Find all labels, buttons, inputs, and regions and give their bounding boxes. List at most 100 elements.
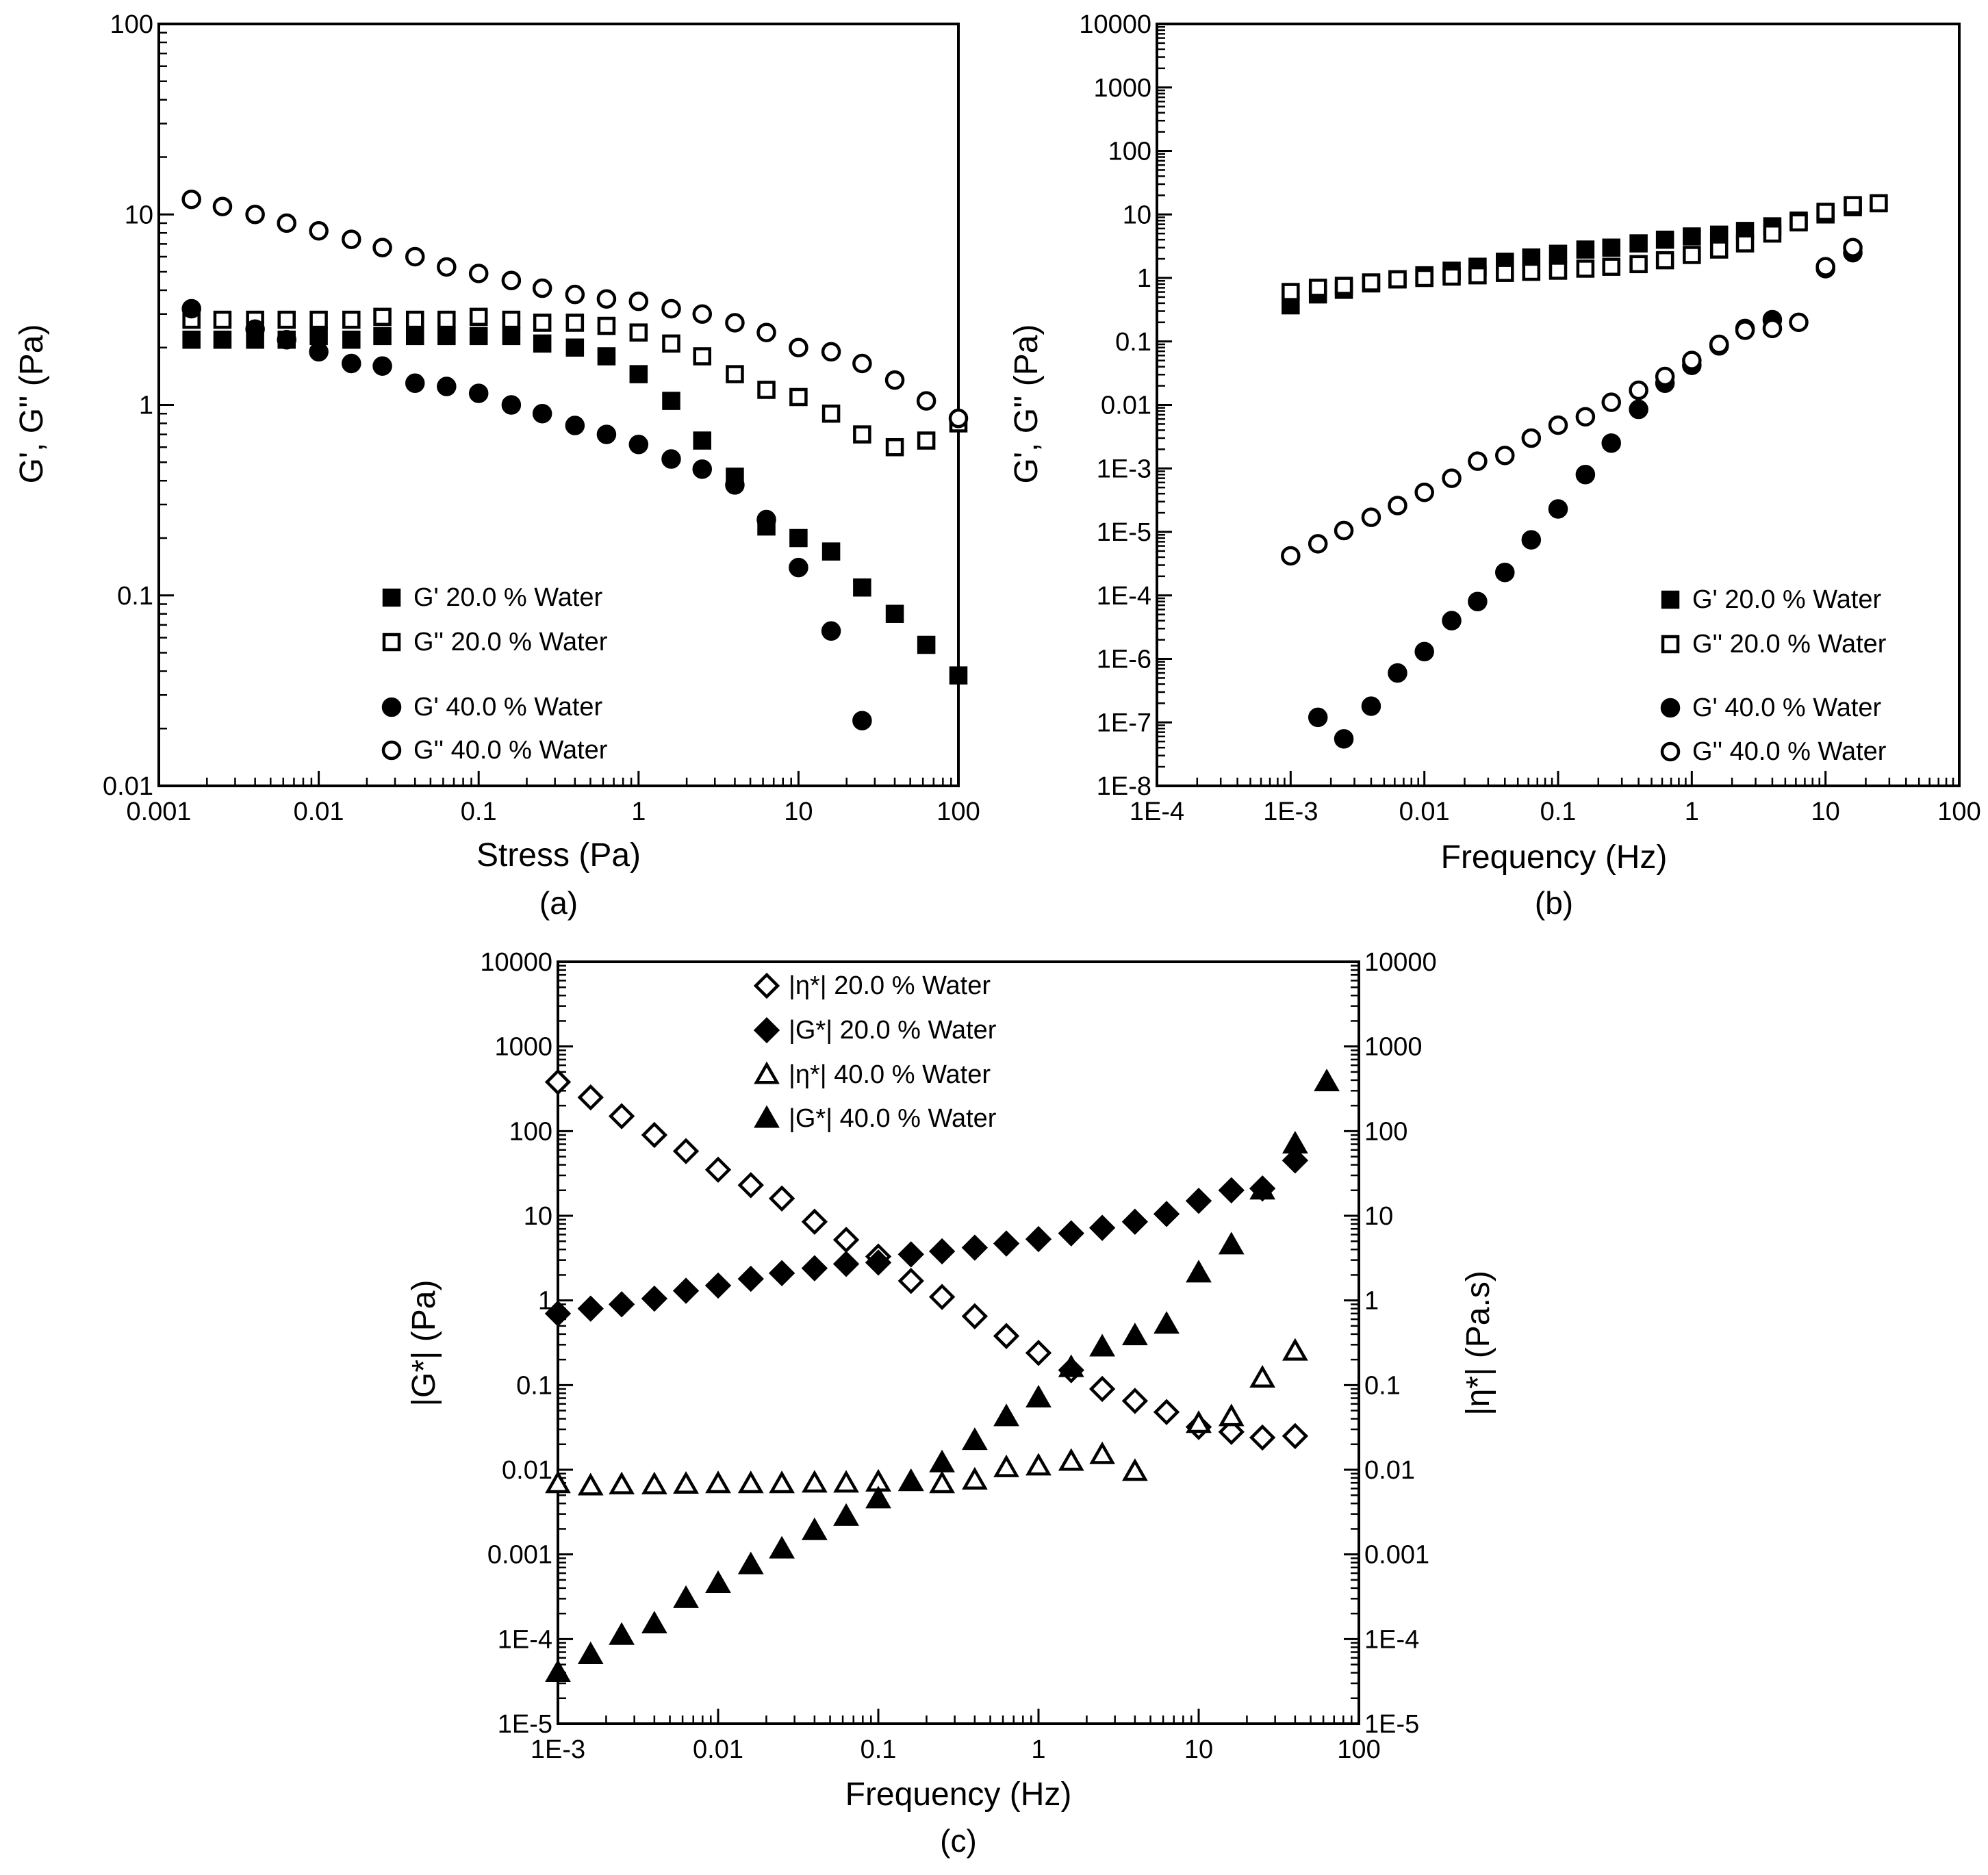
- data-point: [692, 304, 713, 324]
- data-point: [993, 1230, 1020, 1257]
- data-point: [309, 310, 328, 329]
- data-point: [309, 342, 329, 362]
- data-point: [1521, 530, 1542, 550]
- data-point: [437, 310, 456, 329]
- data-point: [309, 220, 329, 241]
- data-point: [1282, 283, 1300, 301]
- data-point: [577, 1641, 604, 1664]
- y-tick-label: 1: [1137, 264, 1151, 293]
- data-point: [1218, 1177, 1245, 1203]
- data-point: [405, 373, 425, 394]
- series-3: [181, 189, 969, 429]
- data-point: [629, 365, 648, 383]
- data-point: [672, 1277, 700, 1304]
- data-point: [1025, 1340, 1052, 1366]
- y-tick-label: 1000: [1093, 74, 1151, 103]
- data-point: [1762, 318, 1783, 339]
- x-tick-label: 1: [1685, 798, 1699, 826]
- data-point: [1121, 1208, 1149, 1235]
- data-point: [832, 1226, 860, 1253]
- data-point: [1334, 520, 1354, 541]
- data-point: [725, 475, 745, 495]
- data-point: [725, 313, 745, 333]
- data-point: [802, 1470, 828, 1493]
- y2-tick-label: 100: [1364, 1117, 1407, 1146]
- x-tick-label: 1: [631, 798, 646, 826]
- legend-marker: [1661, 590, 1680, 609]
- data-point: [1088, 1214, 1116, 1241]
- data-point: [1186, 1260, 1212, 1283]
- data-point: [885, 604, 904, 623]
- y2-tick-label: 10: [1364, 1202, 1393, 1231]
- data-point: [1468, 266, 1487, 285]
- data-point: [661, 298, 681, 319]
- data-point: [1089, 1441, 1115, 1464]
- y2-tick-label: 1E-4: [1364, 1625, 1419, 1654]
- data-point: [865, 1249, 892, 1276]
- legend-marker: [381, 697, 402, 717]
- data-point: [916, 391, 936, 411]
- legend-marker: [382, 588, 401, 607]
- data-point: [897, 1241, 924, 1268]
- data-point: [737, 1470, 764, 1494]
- x-tick-label: 100: [936, 798, 980, 826]
- data-point: [1602, 238, 1620, 257]
- data-point: [1414, 641, 1434, 662]
- y-tick-label: 1: [538, 1287, 552, 1316]
- data-point: [1575, 464, 1596, 485]
- data-point: [993, 1323, 1020, 1349]
- y2-tick-label: 0.001: [1364, 1541, 1429, 1570]
- data-point: [641, 1121, 668, 1149]
- data-point: [533, 334, 552, 353]
- legend-entry: G'' 40.0 % Water: [1692, 737, 1887, 766]
- data-point: [1629, 399, 1648, 420]
- data-point: [852, 353, 872, 374]
- data-point: [1334, 277, 1353, 295]
- data-point: [1282, 1338, 1308, 1361]
- data-point: [801, 1255, 828, 1281]
- data-point: [628, 435, 649, 455]
- data-point: [1709, 225, 1729, 244]
- series-2: [545, 1338, 1308, 1496]
- data-point: [917, 431, 936, 450]
- data-point: [597, 347, 616, 366]
- y2-tick-label: 1000: [1364, 1033, 1423, 1062]
- data-point: [1414, 482, 1434, 502]
- data-point: [897, 1468, 924, 1492]
- data-point: [1121, 1388, 1149, 1414]
- data-point: [993, 1403, 1019, 1427]
- series-2: [1308, 242, 1863, 749]
- data-point: [756, 509, 776, 530]
- data-point: [468, 264, 489, 283]
- data-point: [737, 1265, 764, 1292]
- data-point: [629, 323, 648, 342]
- data-point: [277, 310, 296, 329]
- x-tick-label: 1E-3: [1263, 798, 1318, 826]
- data-point: [789, 528, 808, 548]
- legend-marker: [1660, 741, 1681, 762]
- data-point: [1709, 240, 1729, 259]
- legend-marker: [381, 740, 402, 761]
- data-point: [1548, 415, 1568, 435]
- data-point: [1576, 259, 1595, 278]
- data-point: [1154, 1311, 1180, 1334]
- series-1: [182, 307, 968, 457]
- data-point: [502, 310, 521, 329]
- data-point: [577, 1472, 604, 1496]
- data-point: [1521, 428, 1542, 448]
- data-point: [1282, 1147, 1309, 1174]
- data-point: [1218, 1232, 1245, 1255]
- data-point: [532, 278, 552, 298]
- panel-label: (a): [539, 885, 578, 921]
- data-point: [437, 377, 457, 396]
- data-point: [277, 213, 296, 233]
- data-point: [885, 437, 904, 457]
- y-tick-label: 10000: [1079, 10, 1151, 39]
- data-point: [342, 330, 361, 349]
- y-tick-label: 10: [125, 201, 153, 229]
- data-point: [928, 1238, 956, 1265]
- y-tick-label: 1E-4: [1097, 582, 1151, 611]
- data-point: [405, 246, 425, 267]
- data-point: [608, 1291, 635, 1318]
